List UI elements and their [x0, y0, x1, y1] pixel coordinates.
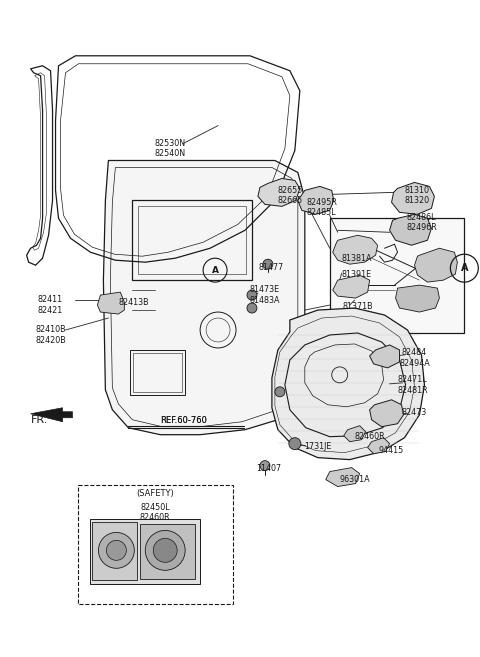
Bar	[132, 200, 252, 280]
Text: 1731JE: 1731JE	[304, 442, 332, 451]
Circle shape	[260, 461, 270, 470]
Circle shape	[98, 532, 134, 568]
Circle shape	[275, 387, 285, 397]
Circle shape	[247, 290, 257, 300]
Polygon shape	[97, 292, 124, 314]
Text: 81477: 81477	[258, 263, 284, 272]
Polygon shape	[370, 400, 404, 426]
Text: 82495R
82485L: 82495R 82485L	[306, 198, 337, 217]
Text: 82484
82494A: 82484 82494A	[399, 348, 430, 368]
Text: 94415: 94415	[379, 446, 404, 455]
Text: 82410B
82420B: 82410B 82420B	[35, 325, 66, 345]
Text: 82655
82665: 82655 82665	[277, 186, 302, 205]
Text: (SAFETY): (SAFETY)	[136, 489, 174, 498]
Text: 11407: 11407	[256, 464, 281, 473]
Bar	[138, 206, 246, 274]
Polygon shape	[415, 248, 457, 282]
Text: REF.60-760: REF.60-760	[160, 417, 206, 425]
Polygon shape	[31, 408, 72, 422]
Polygon shape	[326, 468, 360, 487]
Circle shape	[153, 538, 177, 562]
Polygon shape	[344, 426, 366, 442]
Polygon shape	[396, 285, 439, 312]
Text: A: A	[461, 263, 468, 273]
Text: 96301A: 96301A	[339, 475, 370, 484]
Text: 82450L
82460R: 82450L 82460R	[140, 503, 170, 522]
Text: 81391E: 81391E	[342, 269, 372, 279]
Text: 82486L
82496R: 82486L 82496R	[406, 213, 437, 232]
Bar	[330, 218, 464, 333]
Bar	[130, 350, 185, 395]
Text: A: A	[212, 265, 218, 275]
Polygon shape	[333, 275, 370, 298]
Text: 82411
82421: 82411 82421	[38, 296, 63, 315]
Text: 82460R: 82460R	[354, 432, 385, 442]
Polygon shape	[272, 308, 424, 460]
Circle shape	[263, 260, 273, 269]
Text: FR.: FR.	[31, 415, 48, 424]
Polygon shape	[392, 183, 434, 214]
Bar	[133, 353, 182, 392]
Circle shape	[107, 541, 126, 560]
Polygon shape	[103, 160, 305, 435]
Text: 82471L
82481R: 82471L 82481R	[397, 375, 428, 395]
Text: 82530N
82540N: 82530N 82540N	[155, 139, 186, 158]
Polygon shape	[390, 214, 432, 245]
Polygon shape	[333, 235, 378, 264]
Polygon shape	[258, 179, 300, 206]
Text: REF.60-760: REF.60-760	[160, 417, 206, 425]
Text: 81381A: 81381A	[342, 254, 372, 263]
Polygon shape	[298, 187, 334, 214]
Polygon shape	[370, 345, 399, 368]
Polygon shape	[368, 438, 390, 453]
Text: 82473: 82473	[402, 408, 427, 417]
Circle shape	[289, 438, 301, 449]
Text: 82413B: 82413B	[119, 298, 149, 307]
Bar	[90, 520, 200, 584]
Text: 81371B: 81371B	[342, 302, 373, 311]
Text: 81310
81320: 81310 81320	[405, 186, 430, 205]
Text: 81473E
81483A: 81473E 81483A	[250, 285, 280, 305]
Circle shape	[247, 303, 257, 313]
Bar	[93, 522, 137, 580]
Circle shape	[145, 530, 185, 570]
Bar	[140, 524, 195, 579]
Bar	[128, 415, 243, 429]
